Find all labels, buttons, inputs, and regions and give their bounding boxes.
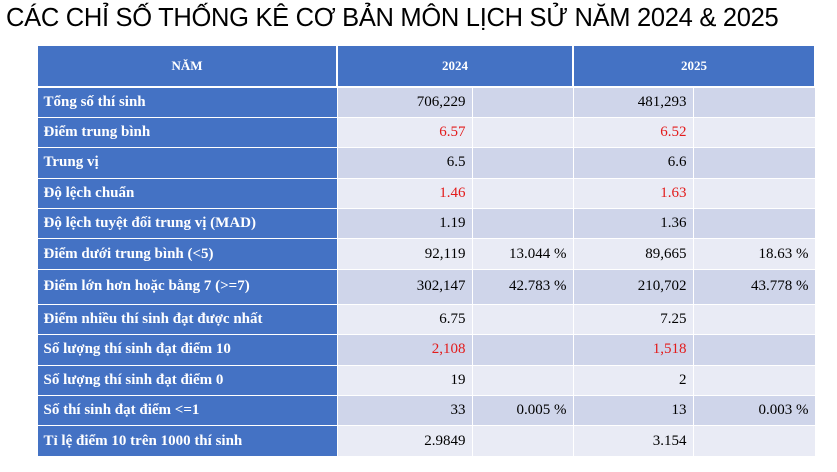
value-2025: 89,665 <box>572 238 694 270</box>
row-label: Điểm dưới trung bình (<5) <box>36 238 338 270</box>
header-year-label: NĂM <box>36 44 338 88</box>
percent-2025 <box>692 425 816 457</box>
value-2025: 7.25 <box>572 303 694 336</box>
value-2024: 19 <box>336 364 473 397</box>
row-label: Độ lệch chuẩn <box>36 177 338 210</box>
percent-2024 <box>471 208 574 240</box>
row-label: Trung vị <box>36 147 338 179</box>
table-row: Số thí sinh đạt điểm <=1 33 0.005 % 13 0… <box>36 395 816 427</box>
table-row: Tỉ lệ điểm 10 trên 1000 thí sinh 2.9849 … <box>36 425 816 457</box>
value-2024: 302,147 <box>336 268 473 305</box>
value-2024: 92,119 <box>336 238 473 270</box>
percent-2025 <box>692 86 816 118</box>
percent-2024: 42.783 % <box>471 268 574 305</box>
table-row: Độ lệch tuyệt đối trung vị (MAD) 1.19 1.… <box>36 208 816 240</box>
value-2025: 2 <box>572 364 694 397</box>
percent-2025 <box>692 208 816 240</box>
percent-2025 <box>692 177 816 210</box>
percent-2025: 18.63 % <box>692 238 816 270</box>
value-2024: 2,108 <box>336 334 473 366</box>
stats-table: NĂM 2024 2025 Tổng số thí sinh 706,229 4… <box>36 44 816 457</box>
value-2024: 6.57 <box>336 116 473 149</box>
table-row: Điểm trung bình 6.57 6.52 <box>36 116 816 149</box>
row-label: Tỉ lệ điểm 10 trên 1000 thí sinh <box>36 425 338 457</box>
row-label: Điểm nhiều thí sinh đạt được nhất <box>36 303 338 336</box>
percent-2025 <box>692 303 816 336</box>
percent-2024: 0.005 % <box>471 395 574 427</box>
percent-2025 <box>692 147 816 179</box>
percent-2024 <box>471 425 574 457</box>
percent-2024 <box>471 86 574 118</box>
value-2025: 481,293 <box>572 86 694 118</box>
table-row: Tổng số thí sinh 706,229 481,293 <box>36 86 816 118</box>
row-label: Điểm lớn hơn hoặc bằng 7 (>=7) <box>36 268 338 305</box>
table-header-row: NĂM 2024 2025 <box>36 44 816 88</box>
percent-2025 <box>692 364 816 397</box>
percent-2024: 13.044 % <box>471 238 574 270</box>
row-label: Độ lệch tuyệt đối trung vị (MAD) <box>36 208 338 240</box>
percent-2024 <box>471 147 574 179</box>
value-2024: 6.75 <box>336 303 473 336</box>
value-2024: 1.46 <box>336 177 473 210</box>
table-row: Độ lệch chuẩn 1.46 1.63 <box>36 177 816 210</box>
table-row: Số lượng thí sinh đạt điểm 0 19 2 <box>36 364 816 397</box>
table-row: Điểm lớn hơn hoặc bằng 7 (>=7) 302,147 4… <box>36 268 816 305</box>
value-2024: 706,229 <box>336 86 473 118</box>
value-2024: 2.9849 <box>336 425 473 457</box>
percent-2025 <box>692 116 816 149</box>
percent-2025: 0.003 % <box>692 395 816 427</box>
value-2025: 1.36 <box>572 208 694 240</box>
value-2025: 6.52 <box>572 116 694 149</box>
table-row: Trung vị 6.5 6.6 <box>36 147 816 179</box>
value-2024: 33 <box>336 395 473 427</box>
percent-2024 <box>471 303 574 336</box>
value-2025: 13 <box>572 395 694 427</box>
row-label: Số lượng thí sinh đạt điểm 10 <box>36 334 338 366</box>
table-row: Điểm nhiều thí sinh đạt được nhất 6.75 7… <box>36 303 816 336</box>
percent-2025: 43.778 % <box>692 268 816 305</box>
percent-2024 <box>471 116 574 149</box>
table-row: Điểm dưới trung bình (<5) 92,119 13.044 … <box>36 238 816 270</box>
value-2025: 210,702 <box>572 268 694 305</box>
value-2025: 3.154 <box>572 425 694 457</box>
row-label: Số lượng thí sinh đạt điểm 0 <box>36 364 338 397</box>
row-label: Điểm trung bình <box>36 116 338 149</box>
value-2025: 1.63 <box>572 177 694 210</box>
row-label: Số thí sinh đạt điểm <=1 <box>36 395 338 427</box>
percent-2024 <box>471 177 574 210</box>
value-2024: 1.19 <box>336 208 473 240</box>
header-2025: 2025 <box>572 44 816 88</box>
percent-2025 <box>692 334 816 366</box>
page-title: CÁC CHỈ SỐ THỐNG KÊ CƠ BẢN MÔN LỊCH SỬ N… <box>6 4 779 32</box>
row-label: Tổng số thí sinh <box>36 86 338 118</box>
percent-2024 <box>471 364 574 397</box>
value-2025: 1,518 <box>572 334 694 366</box>
header-2024: 2024 <box>336 44 574 88</box>
table-row: Số lượng thí sinh đạt điểm 10 2,108 1,51… <box>36 334 816 366</box>
value-2025: 6.6 <box>572 147 694 179</box>
percent-2024 <box>471 334 574 366</box>
value-2024: 6.5 <box>336 147 473 179</box>
